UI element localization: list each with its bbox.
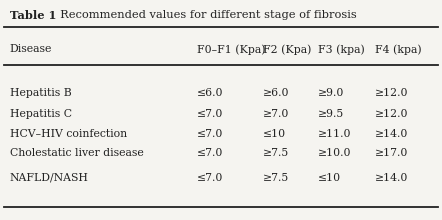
Text: ≥12.0: ≥12.0 (375, 109, 408, 119)
Text: Hepatitis B: Hepatitis B (10, 88, 71, 98)
Text: F3 (kpa): F3 (kpa) (318, 44, 365, 55)
Text: HCV–HIV coinfection: HCV–HIV coinfection (10, 129, 127, 139)
Text: ≥12.0: ≥12.0 (375, 88, 408, 98)
Text: ≥9.5: ≥9.5 (318, 109, 344, 119)
Text: ≥14.0: ≥14.0 (375, 173, 408, 183)
Text: F4 (kpa): F4 (kpa) (375, 44, 421, 55)
Text: ≥6.0: ≥6.0 (263, 88, 290, 98)
Text: F2 (Kpa): F2 (Kpa) (263, 44, 311, 55)
Text: ≤7.0: ≤7.0 (197, 129, 223, 139)
Text: F0–F1 (Kpa): F0–F1 (Kpa) (197, 44, 265, 55)
Text: ≥9.0: ≥9.0 (318, 88, 345, 98)
Text: NAFLD/NASH: NAFLD/NASH (10, 173, 88, 183)
Text: ≥7.0: ≥7.0 (263, 109, 290, 119)
Text: ≤7.0: ≤7.0 (197, 109, 223, 119)
Text: ≤10: ≤10 (318, 173, 341, 183)
Text: ≥7.5: ≥7.5 (263, 173, 289, 183)
Text: Hepatitis C: Hepatitis C (10, 109, 72, 119)
Text: ≤6.0: ≤6.0 (197, 88, 223, 98)
Text: ≥7.5: ≥7.5 (263, 148, 289, 158)
Text: Recommended values for different stage of fibrosis: Recommended values for different stage o… (53, 10, 357, 20)
Text: Disease: Disease (10, 44, 52, 54)
Text: ≥17.0: ≥17.0 (375, 148, 408, 158)
Text: ≥11.0: ≥11.0 (318, 129, 352, 139)
Text: ≤10: ≤10 (263, 129, 286, 139)
Text: Cholestatic liver disease: Cholestatic liver disease (10, 148, 144, 158)
Text: ≥10.0: ≥10.0 (318, 148, 352, 158)
Text: ≤7.0: ≤7.0 (197, 148, 223, 158)
Text: Table 1: Table 1 (10, 10, 56, 21)
Text: ≥14.0: ≥14.0 (375, 129, 408, 139)
Text: ≤7.0: ≤7.0 (197, 173, 223, 183)
